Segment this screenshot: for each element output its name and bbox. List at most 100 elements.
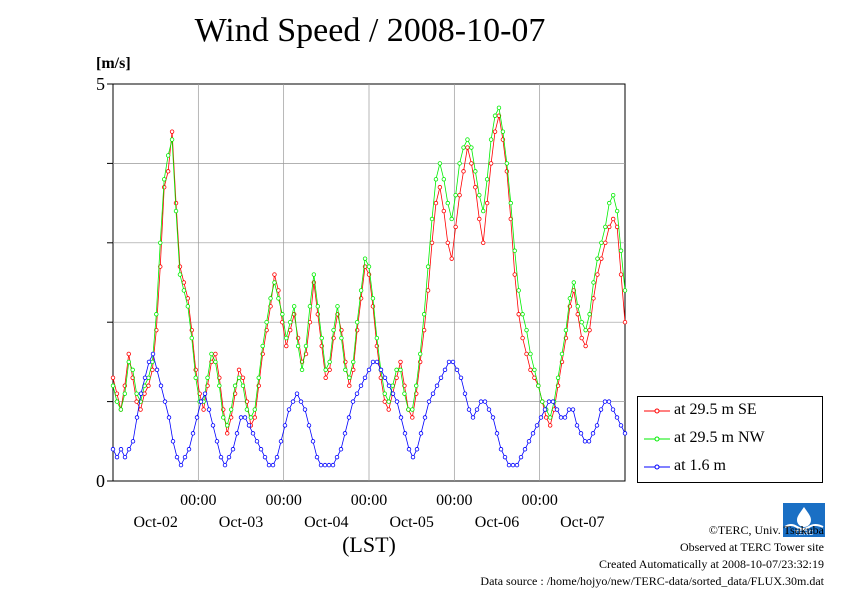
x-hour-label: 00:00 bbox=[521, 492, 557, 509]
y-tick-label: 5 bbox=[96, 74, 105, 94]
series-1-point bbox=[508, 200, 513, 206]
series-1-point bbox=[425, 264, 431, 269]
series-2-point bbox=[358, 383, 364, 388]
series-2-point bbox=[478, 399, 484, 404]
series-2-point bbox=[174, 454, 180, 460]
series-1-point bbox=[295, 343, 301, 349]
series-2-point bbox=[474, 407, 480, 412]
series-1-point bbox=[323, 367, 328, 373]
series-2-point bbox=[134, 415, 140, 420]
series-2-point bbox=[254, 439, 260, 444]
legend-swatch-29-5m-se bbox=[644, 408, 670, 414]
series-1-point bbox=[343, 367, 348, 373]
series-2-point bbox=[510, 462, 516, 468]
series-0-point bbox=[488, 161, 494, 166]
series-2-point bbox=[446, 359, 452, 365]
series-2-point bbox=[534, 423, 540, 428]
series-1-point bbox=[252, 407, 257, 412]
series-2-point bbox=[258, 447, 264, 452]
series-1-point bbox=[524, 327, 529, 333]
series-1-point bbox=[185, 304, 191, 309]
series-2-point bbox=[486, 407, 492, 412]
logo-text: TERC bbox=[794, 530, 813, 537]
series-0-point bbox=[252, 415, 257, 420]
series-2-point bbox=[622, 431, 628, 436]
series-1-point bbox=[299, 367, 305, 373]
series-1-point bbox=[461, 145, 466, 150]
series-1-point bbox=[240, 383, 246, 388]
series-2-point bbox=[402, 431, 408, 436]
series-2-point bbox=[490, 415, 496, 420]
series-1-point bbox=[268, 296, 273, 301]
series-2-point bbox=[466, 407, 472, 412]
series-2-point bbox=[578, 431, 584, 436]
series-2-point bbox=[246, 423, 252, 428]
series-1-point bbox=[437, 161, 443, 166]
series-2-point bbox=[142, 375, 148, 380]
series-1-point bbox=[374, 335, 380, 341]
chart-title: Wind Speed / 2008-10-07 bbox=[194, 12, 546, 49]
series-1-point bbox=[410, 407, 415, 412]
series-1-point bbox=[122, 391, 128, 396]
series-0-point bbox=[161, 185, 167, 190]
series-2-point bbox=[378, 367, 384, 373]
series-1-point bbox=[394, 367, 399, 373]
series-2-point bbox=[130, 439, 136, 444]
series-1-point bbox=[555, 375, 561, 380]
series-1-point bbox=[398, 367, 403, 373]
series-1-point bbox=[134, 391, 139, 396]
series-1-point bbox=[583, 327, 588, 333]
series-2-point bbox=[118, 447, 124, 452]
series-1-point bbox=[213, 359, 218, 365]
series-0-point bbox=[347, 383, 352, 388]
series-0-point bbox=[240, 375, 246, 380]
series-0-point bbox=[587, 327, 592, 333]
series-2-point bbox=[274, 454, 280, 460]
series-2-point bbox=[250, 431, 256, 436]
series-1-point bbox=[161, 177, 167, 182]
series-1-point bbox=[272, 280, 277, 285]
series-1-point bbox=[291, 304, 297, 309]
series-2-point bbox=[334, 454, 340, 460]
series-2-point bbox=[410, 454, 416, 460]
series-0-point bbox=[512, 272, 517, 277]
series-2-point bbox=[322, 462, 328, 468]
series-1-point bbox=[528, 351, 533, 357]
series-1-point bbox=[284, 335, 289, 341]
series-0-point bbox=[327, 367, 332, 373]
series-0-point bbox=[461, 169, 466, 174]
series-2-point bbox=[138, 391, 144, 396]
x-hour-label: 00:00 bbox=[351, 492, 387, 509]
series-1-point bbox=[579, 320, 584, 325]
series-0-point bbox=[544, 415, 549, 420]
series-2-point bbox=[198, 399, 204, 404]
series-2-point bbox=[278, 439, 284, 444]
series-1-point bbox=[228, 407, 234, 412]
series-2-point bbox=[386, 383, 392, 388]
series-1-point bbox=[126, 359, 131, 365]
series-2-point bbox=[194, 415, 200, 420]
series-1-point bbox=[587, 312, 592, 317]
series-0-point bbox=[591, 296, 596, 301]
series-2-point bbox=[318, 462, 324, 468]
series-1-point bbox=[347, 375, 352, 380]
series-0-point bbox=[520, 335, 525, 341]
series-2-point bbox=[170, 439, 176, 444]
series-2-point bbox=[238, 415, 244, 420]
legend-label-1-6m: at 1.6 m bbox=[674, 457, 726, 474]
series-1-point bbox=[327, 359, 332, 365]
series-2-point bbox=[606, 399, 612, 404]
series-0-point bbox=[595, 272, 600, 277]
series-1-point bbox=[406, 407, 411, 412]
series-2-point bbox=[210, 423, 216, 428]
series-0-point bbox=[386, 407, 391, 412]
series-2-point bbox=[430, 391, 436, 396]
series-1-point bbox=[158, 240, 163, 245]
series-0-point bbox=[284, 343, 289, 349]
legend-item-29-5m-nw: at 29.5 m NW bbox=[638, 427, 824, 451]
series-1-point bbox=[473, 169, 478, 174]
series-0-point bbox=[134, 399, 139, 404]
series-2-point bbox=[222, 462, 228, 468]
series-1-point bbox=[256, 375, 261, 380]
series-0-point bbox=[177, 264, 183, 269]
